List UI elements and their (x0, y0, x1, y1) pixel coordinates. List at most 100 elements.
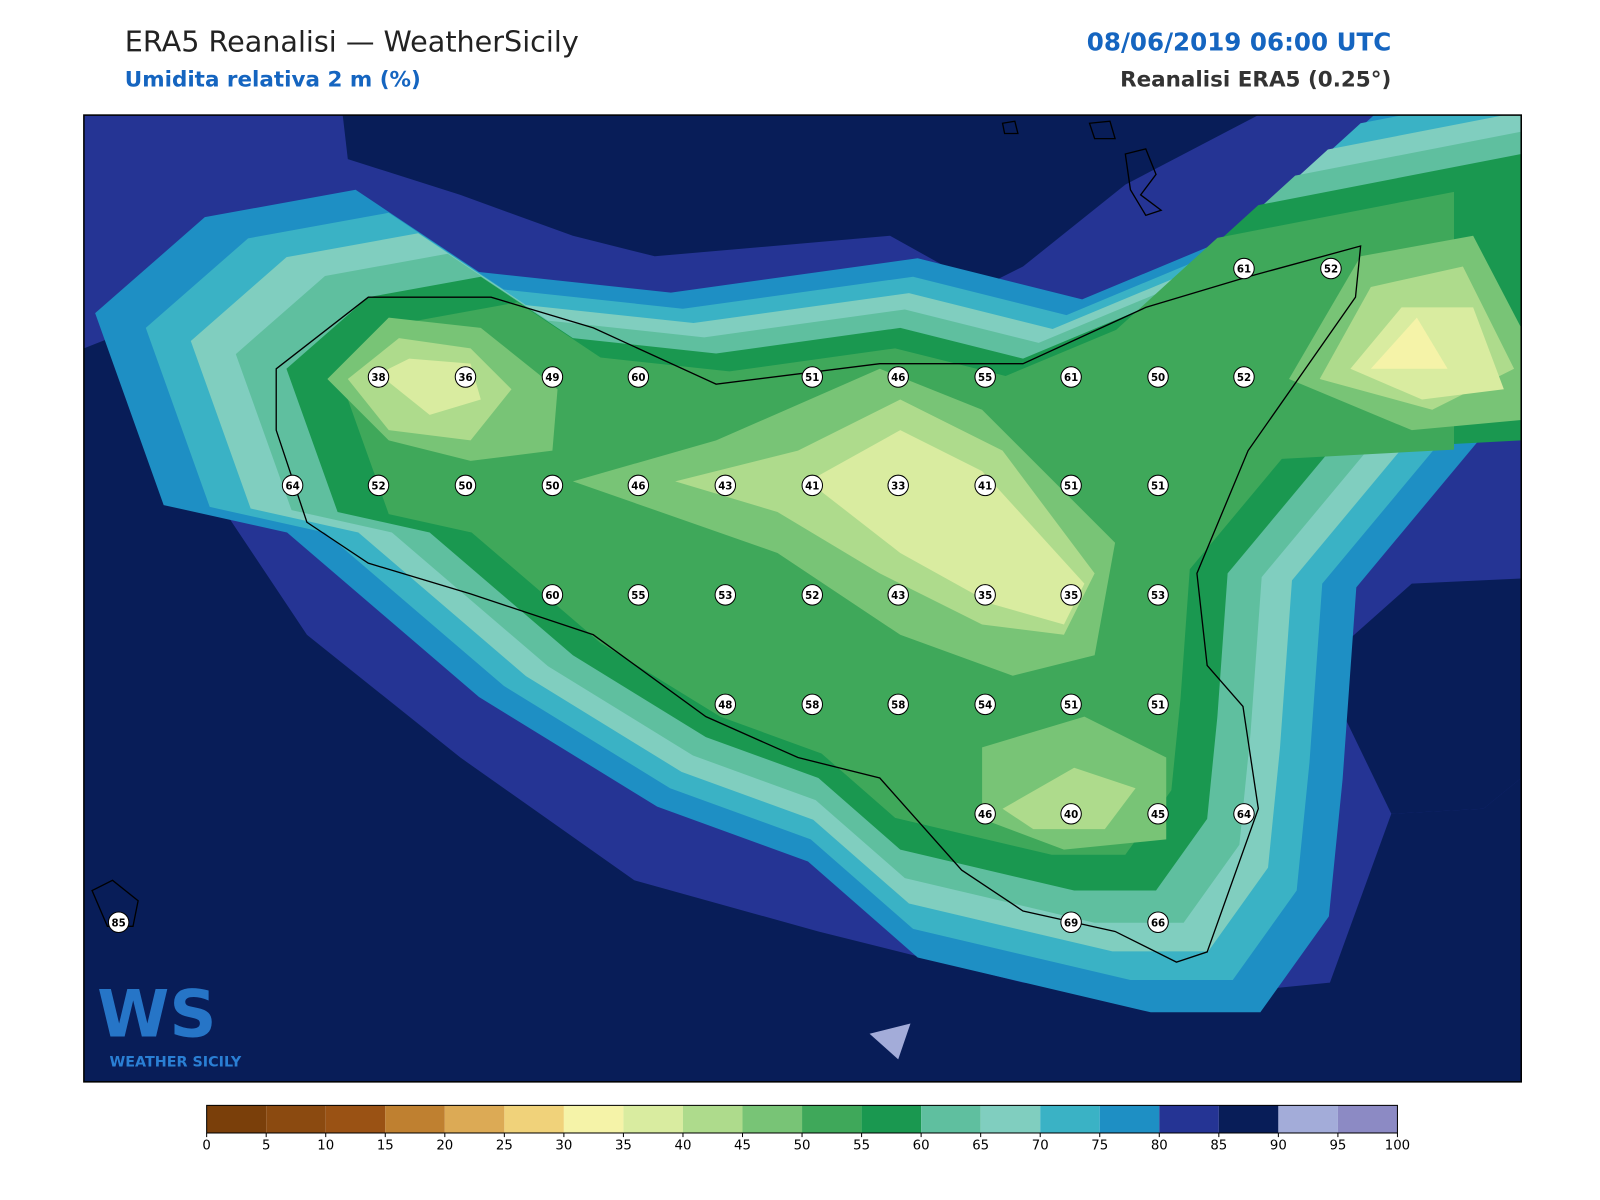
station-value: 55 (978, 373, 992, 384)
station-value: 66 (1151, 918, 1165, 929)
station-value: 51 (1064, 700, 1078, 711)
station-value: 43 (891, 591, 905, 602)
title: ERA5 Reanalisi — WeatherSicily (125, 24, 579, 58)
station-marker (801, 366, 824, 388)
colorbar-bin (1218, 1105, 1279, 1133)
station-marker (1147, 474, 1169, 497)
station-value: 43 (718, 481, 732, 492)
colorbar-bin (563, 1105, 624, 1133)
station-value: 64 (1237, 810, 1251, 821)
station-marker (367, 366, 390, 388)
station-value: 58 (805, 700, 819, 711)
station-value: 33 (891, 481, 905, 492)
station-marker (887, 366, 909, 388)
station-marker (541, 584, 564, 606)
station-value: 60 (545, 591, 559, 602)
colorbar-tick-label: 0 (202, 1138, 210, 1153)
colorbar-tick-label: 25 (496, 1138, 513, 1153)
station-marker (627, 584, 650, 606)
colorbar-tick-label: 75 (1091, 1138, 1108, 1153)
station-value: 45 (1151, 810, 1165, 821)
station-marker (974, 474, 996, 497)
colorbar-tick-label: 55 (853, 1138, 870, 1153)
station-value: 38 (371, 373, 385, 384)
station-marker (1233, 257, 1255, 280)
colorbar-bin (861, 1105, 922, 1133)
station-marker (627, 474, 650, 497)
station-marker (887, 693, 909, 716)
source: Reanalisi ERA5 (0.25°) (1120, 67, 1391, 92)
station-value: 51 (1064, 481, 1078, 492)
station-value: 61 (1064, 373, 1078, 384)
station-value: 54 (978, 700, 992, 711)
station-marker (887, 474, 909, 497)
colorbar-tick-label: 70 (1032, 1138, 1049, 1153)
station-value: 58 (891, 700, 905, 711)
station-value: 55 (631, 591, 645, 602)
station-marker (714, 474, 737, 497)
colorbar-bin (1159, 1105, 1219, 1133)
colorbar-tick-label: 30 (555, 1138, 572, 1153)
station-marker (1060, 693, 1082, 716)
station-value: 85 (112, 918, 126, 929)
station-marker (454, 474, 477, 497)
map-frame (83, 114, 1522, 1083)
station-value: 41 (805, 481, 819, 492)
station-value: 53 (1151, 591, 1165, 602)
station-marker (541, 474, 564, 497)
colorbar-tick-label: 65 (972, 1138, 989, 1153)
station-marker (1233, 803, 1255, 825)
station-value: 46 (891, 373, 905, 384)
colorbar-tick-label: 45 (734, 1138, 751, 1153)
colorbar-bin (206, 1105, 267, 1133)
colorbar-bin (1040, 1105, 1100, 1133)
logo-text: WEATHER SICILY (109, 1054, 241, 1070)
station-marker (107, 911, 130, 933)
field-band (808, 430, 1085, 625)
subtitle: Umidita relativa 2 m (%) (125, 67, 421, 92)
station-value: 60 (631, 373, 645, 384)
station-marker (1147, 911, 1169, 933)
station-marker (1060, 584, 1082, 606)
colorbar-bin (385, 1105, 445, 1133)
colorbar-bin (1278, 1105, 1338, 1133)
station-marker (1233, 366, 1255, 388)
station-value: 36 (458, 373, 472, 384)
station-value: 46 (631, 481, 645, 492)
station-value: 35 (978, 591, 992, 602)
station-marker (627, 366, 650, 388)
colorbar-bin (980, 1105, 1041, 1133)
station-value: 51 (1151, 481, 1165, 492)
station-value: 52 (1324, 265, 1338, 276)
field-band (342, 115, 1259, 287)
station-value: 50 (1151, 373, 1165, 384)
colorbar-tick-label: 50 (794, 1138, 811, 1153)
station-marker (541, 366, 564, 388)
station-value: 61 (1237, 265, 1251, 276)
station-value: 46 (978, 810, 992, 821)
field-band (378, 358, 481, 415)
colorbar-bin (1337, 1105, 1398, 1133)
colorbar-bin (504, 1105, 564, 1133)
station-value: 48 (718, 700, 732, 711)
colorbar-tick-label: 100 (1385, 1138, 1410, 1153)
colorbar-tick-label: 60 (913, 1138, 930, 1153)
station-value: 35 (1064, 591, 1078, 602)
colorbar-bin (266, 1105, 326, 1133)
colorbar-tick-label: 40 (675, 1138, 692, 1153)
colorbar-tick-label: 35 (615, 1138, 632, 1153)
colorbar-tick-label: 85 (1210, 1138, 1227, 1153)
station-marker (974, 803, 996, 825)
colorbar-bin (742, 1105, 803, 1133)
colorbar-tick-label: 10 (317, 1138, 334, 1153)
station-marker (1147, 366, 1169, 388)
station-value: 40 (1064, 810, 1078, 821)
humidity-field (83, 115, 1522, 1082)
station-marker (974, 366, 996, 388)
colorbar-bin (325, 1105, 386, 1133)
islands (91, 120, 1163, 928)
colorbar-tick-label: 5 (262, 1138, 270, 1153)
station-value: 51 (805, 373, 819, 384)
